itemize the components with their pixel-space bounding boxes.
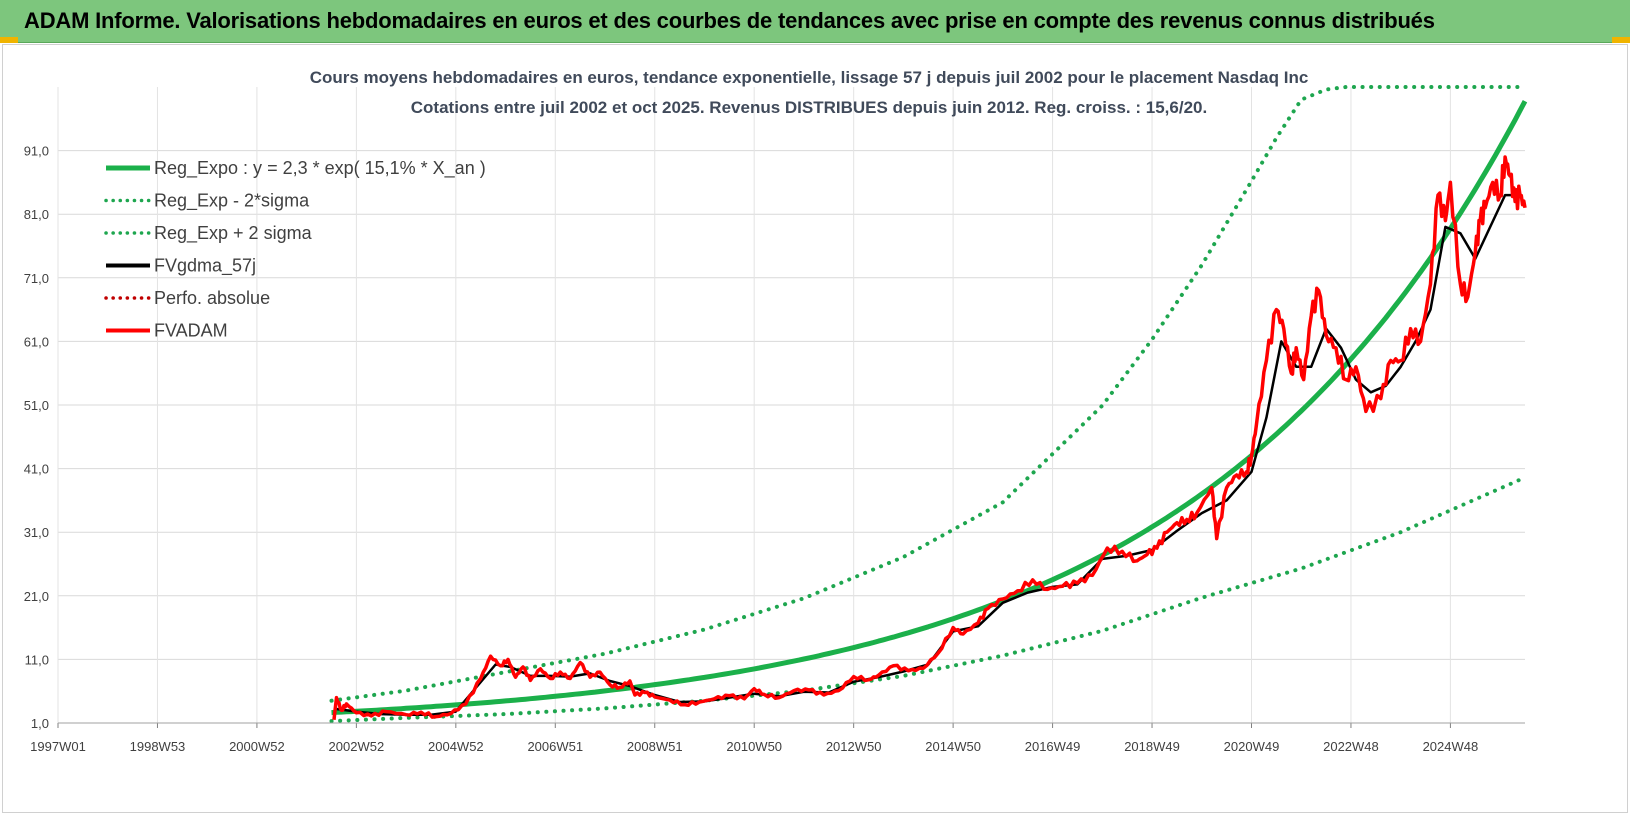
series-fvgdma-57j [336, 193, 1516, 716]
chart-canvas: 1,0 11,0 21,0 31,0 41,0 51,0 61,0 71,0 81,0 91,0 1… [24, 68, 1528, 754]
series-reg-expo [331, 100, 1528, 716]
axes: 1,0 11,0 21,0 31,0 41,0 51,0 61,0 71,0 81,0 91,0 1… [24, 144, 1525, 754]
corner-mark-right [1612, 37, 1630, 43]
x-tick-label: 2020W49 [1224, 739, 1280, 754]
x-tick-label: 1997W01 [30, 739, 86, 754]
series-lower-sigma [329, 475, 1527, 724]
series-fvadam [332, 155, 1527, 720]
y-tick-label: 81,0 [24, 207, 49, 222]
legend-label-perfo: Perfo. absolue [154, 288, 270, 308]
x-tick-label: 1998W53 [130, 739, 186, 754]
y-tick-label: 21,0 [24, 589, 49, 604]
legend-label-lower: Reg_Exp - 2*sigma [154, 191, 310, 212]
chart-area: 1,0 11,0 21,0 31,0 41,0 51,0 61,0 71,0 81,0 91,0 1… [2, 44, 1628, 813]
series-layer [329, 85, 1528, 724]
page-title: ADAM Informe. Valorisations hebdomadaire… [24, 8, 1435, 33]
legend-label-reg: Reg_Expo : y = 2,3 * exp( 15,1% * X_an ) [154, 158, 486, 179]
header-bar: ADAM Informe. Valorisations hebdomadaire… [0, 0, 1630, 43]
legend-label-upper: Reg_Exp + 2 sigma [154, 223, 313, 244]
x-tick-label: 2014W50 [925, 739, 981, 754]
x-tick-label: 2004W52 [428, 739, 484, 754]
x-tick-label: 2002W52 [329, 739, 385, 754]
grid [57, 87, 1525, 724]
y-tick-label: 41,0 [24, 462, 49, 477]
x-tick-label: 2008W51 [627, 739, 683, 754]
x-tick-label: 2016W49 [1025, 739, 1081, 754]
x-tick-label: 2022W48 [1323, 739, 1379, 754]
legend-label-fv57: FVgdma_57j [154, 256, 256, 277]
corner-mark-left [0, 37, 18, 43]
y-tick-label: 1,0 [31, 716, 49, 731]
y-tick-label: 91,0 [24, 144, 49, 159]
legend-label-fvadam: FVADAM [154, 321, 228, 341]
x-tick-label: 2006W51 [527, 739, 583, 754]
y-tick-label: 51,0 [24, 398, 49, 413]
y-tick-label: 61,0 [24, 334, 49, 349]
x-tick-label: 2010W50 [726, 739, 782, 754]
y-tick-label: 11,0 [25, 652, 49, 667]
chart-title-line1: Cours moyens hebdomadaires en euros, ten… [310, 68, 1309, 87]
chart-title-line2: Cotations entre juil 2002 et oct 2025. R… [411, 98, 1207, 117]
y-tick-label: 31,0 [24, 525, 49, 540]
x-tick-label: 2018W49 [1124, 739, 1180, 754]
x-tick-label: 2024W48 [1423, 739, 1479, 754]
series-upper-sigma [329, 85, 1527, 703]
legend: Reg_Expo : y = 2,3 * exp( 15,1% * X_an )… [104, 158, 486, 341]
y-tick-label: 71,0 [24, 271, 49, 286]
x-tick-label: 2012W50 [826, 739, 882, 754]
x-tick-label: 2000W52 [229, 739, 285, 754]
